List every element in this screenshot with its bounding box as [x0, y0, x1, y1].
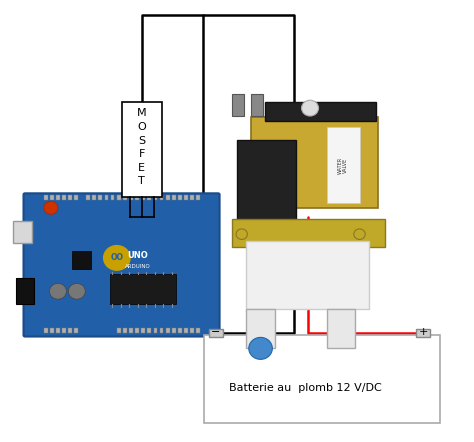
Text: F: F	[138, 149, 145, 159]
Bar	[232, 219, 385, 248]
Bar	[110, 274, 176, 305]
Bar	[99, 194, 102, 200]
Bar	[154, 194, 157, 200]
Bar	[50, 194, 54, 200]
Text: S: S	[138, 136, 146, 145]
Bar	[265, 102, 375, 121]
Bar	[178, 328, 182, 333]
Bar	[50, 328, 54, 333]
Bar	[191, 328, 194, 333]
Bar	[44, 194, 47, 200]
Bar	[56, 194, 60, 200]
Text: E: E	[138, 163, 146, 173]
Circle shape	[104, 246, 130, 270]
Bar	[74, 328, 78, 333]
Bar	[62, 194, 66, 200]
Bar	[121, 103, 162, 197]
Bar	[251, 117, 378, 208]
Bar	[416, 328, 430, 337]
Text: UNO: UNO	[128, 251, 148, 260]
Bar	[117, 328, 120, 333]
Bar	[191, 194, 194, 200]
Bar	[184, 194, 188, 200]
Bar	[172, 328, 176, 333]
Circle shape	[236, 229, 247, 240]
Bar	[237, 140, 296, 221]
Bar	[204, 335, 439, 423]
Text: O: O	[137, 122, 146, 132]
Text: T: T	[138, 176, 145, 187]
Text: M: M	[137, 108, 146, 118]
Bar	[129, 328, 133, 333]
Bar	[166, 328, 170, 333]
Bar	[327, 309, 355, 348]
Bar	[44, 328, 47, 333]
Bar	[92, 194, 96, 200]
Bar	[105, 194, 109, 200]
Bar	[129, 194, 133, 200]
Bar	[123, 328, 127, 333]
Bar	[56, 328, 60, 333]
Circle shape	[68, 283, 85, 299]
Bar	[17, 278, 35, 305]
Bar	[232, 94, 244, 116]
Bar	[117, 194, 120, 200]
Circle shape	[301, 100, 319, 116]
Text: OO: OO	[110, 253, 123, 263]
Bar	[209, 328, 223, 337]
Bar	[166, 194, 170, 200]
Bar	[154, 328, 157, 333]
Text: Batterie au  plomb 12 V/DC: Batterie au plomb 12 V/DC	[229, 383, 382, 393]
Circle shape	[44, 201, 58, 214]
FancyBboxPatch shape	[24, 193, 219, 336]
Bar	[123, 194, 127, 200]
Bar	[246, 241, 369, 309]
Bar	[135, 194, 139, 200]
Text: WATER
VALVE: WATER VALVE	[337, 156, 348, 174]
Bar	[72, 251, 91, 269]
Bar	[68, 194, 72, 200]
Bar	[147, 194, 151, 200]
Bar	[13, 221, 32, 243]
Bar	[141, 194, 145, 200]
Text: −: −	[211, 327, 220, 337]
Bar	[160, 194, 164, 200]
Bar	[135, 328, 139, 333]
Bar	[86, 194, 90, 200]
Circle shape	[49, 283, 66, 299]
Bar	[68, 328, 72, 333]
Bar	[62, 328, 66, 333]
Bar	[178, 194, 182, 200]
Bar	[197, 328, 200, 333]
Circle shape	[249, 337, 273, 359]
Bar	[251, 94, 263, 116]
Bar	[246, 309, 275, 348]
Bar	[184, 328, 188, 333]
Text: +: +	[419, 327, 428, 337]
Bar	[141, 328, 145, 333]
Circle shape	[354, 229, 365, 240]
Bar	[111, 194, 115, 200]
Bar	[74, 194, 78, 200]
Text: ARDUINO: ARDUINO	[125, 264, 151, 269]
Bar	[197, 194, 200, 200]
Bar	[172, 194, 176, 200]
Bar	[327, 127, 359, 203]
Bar	[147, 328, 151, 333]
Bar	[117, 194, 120, 200]
Bar	[160, 328, 164, 333]
